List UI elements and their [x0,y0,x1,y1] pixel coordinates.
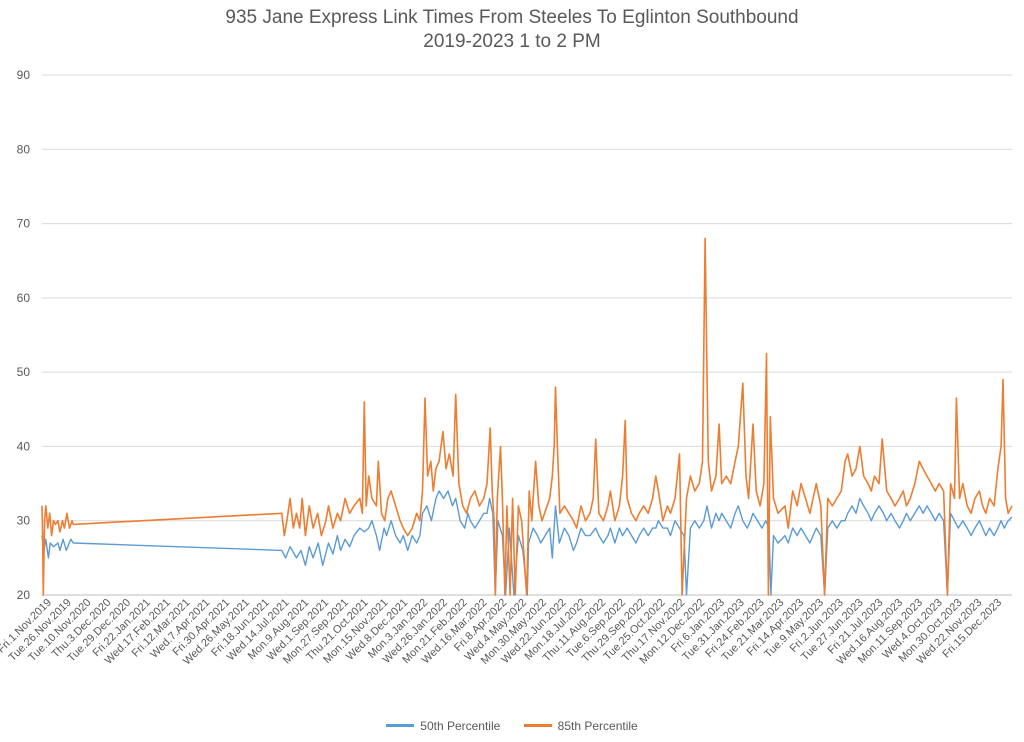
legend: 50th Percentile 85th Percentile [0,716,1024,733]
chart-title-block: 935 Jane Express Link Times From Steeles… [0,6,1024,54]
series-lines [41,237,1013,596]
x-axis-tick-labels: Fri.1.Nov.2019Tue.26.Nov.2019Tue.10.Nov.… [0,597,1004,668]
y-tick-label: 50 [17,365,31,379]
y-tick-label: 40 [17,439,31,453]
chart-subtitle: 2019-2023 1 to 2 PM [423,31,601,52]
y-tick-label: 70 [17,217,31,231]
gridlines [42,74,1012,596]
legend-swatch-85th [523,724,552,727]
series-line-50th-percentile [41,490,1013,596]
y-tick-label: 80 [17,142,31,156]
legend-item-50th: 50th Percentile [386,719,500,733]
legend-label-85th: 85th Percentile [557,718,638,733]
y-tick-label: 30 [17,514,31,528]
y-tick-label: 60 [17,291,31,305]
y-axis-tick-labels: 20 30 40 50 60 70 80 90 [17,68,31,602]
y-tick-label: 20 [17,588,31,602]
chart-title: 935 Jane Express Link Times From Steeles… [225,7,799,28]
legend-label-50th: 50th Percentile [420,718,501,733]
y-tick-label: 90 [17,68,31,82]
series-line-85th-percentile [41,237,1013,596]
legend-item-85th: 85th Percentile [523,718,638,733]
legend-swatch-50th [386,724,415,727]
